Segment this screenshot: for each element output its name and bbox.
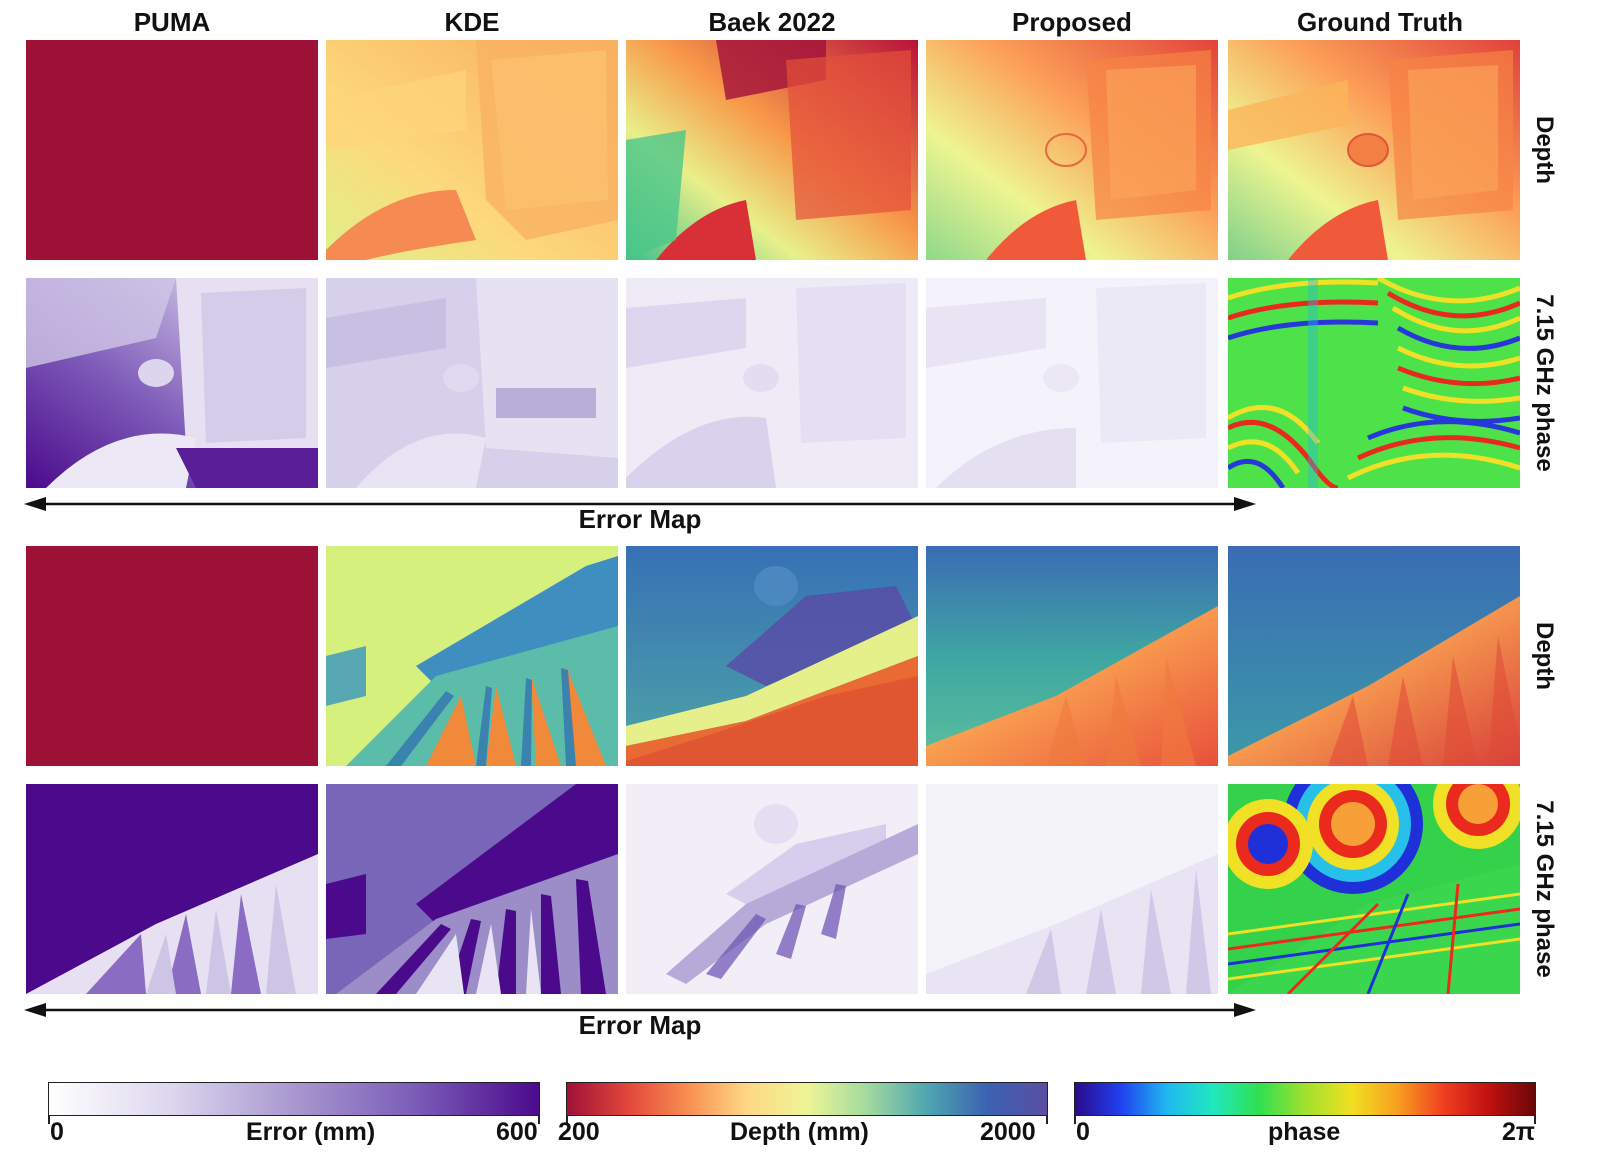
scene2-error-proposed [926,784,1218,994]
scene2-depth-ground-truth [1228,546,1520,766]
scene2-row-label-phase: 7.15 GHz phase [1531,800,1558,978]
column-header-puma: PUMA [133,7,211,37]
error-colorbar-tick-max [538,1116,540,1124]
phase-colorbar-tick-min [1074,1116,1076,1124]
depth-colorbar [566,1082,1048,1116]
column-header-kde: KDE [444,7,500,37]
scene1-phase-ground-truth [1228,278,1520,488]
scene2-depth-proposed [926,546,1218,766]
scene2-depth-kde [326,546,618,766]
error-colorbar-title: Error (mm) [246,1118,376,1146]
error-colorbar-tick-min [48,1116,50,1124]
scene1-row-label-depth: Depth [1531,116,1558,184]
scene1-depth-kde [326,40,618,260]
phase-colorbar-title: phase [1268,1118,1341,1146]
phase-colorbar-min-label: 0 [1076,1118,1090,1146]
scene1-depth-baek-2022 [626,40,918,260]
depth-colorbar-tick-min [566,1116,568,1124]
error-colorbar-max-label: 600 [496,1118,538,1146]
scene1-error-map-label: Error Map [578,504,702,534]
error-colorbar-min-label: 0 [50,1118,64,1146]
depth-colorbar-min-label: 200 [558,1118,600,1146]
scene1-depth-ground-truth [1228,40,1520,260]
scene2-error-baek-2022 [626,784,918,994]
depth-colorbar-max-label: 2000 [980,1118,1036,1146]
scene1-depth-proposed [926,40,1218,260]
column-header-baek-2022: Baek 2022 [708,7,836,37]
phase-colorbar [1074,1082,1536,1116]
scene2-row-label-depth: Depth [1531,622,1558,690]
scene1-error-kde [326,278,618,488]
scene1-depth-puma [26,40,318,260]
phase-colorbar-max-label: 2π [1502,1118,1536,1146]
column-header-ground-truth: Ground Truth [1296,7,1464,37]
phase-colorbar-tick-max [1534,1116,1536,1124]
column-header-proposed: Proposed [1012,7,1132,37]
scene1-row-label-phase: 7.15 GHz phase [1531,294,1558,472]
scene1-error-baek-2022 [626,278,918,488]
scene2-error-kde [326,784,618,994]
scene1-error-proposed [926,278,1218,488]
depth-colorbar-tick-max [1046,1116,1048,1124]
scene2-depth-puma [26,546,318,766]
scene2-phase-ground-truth [1228,784,1520,994]
scene1-error-map-arrow [24,494,1256,514]
scene2-error-puma [26,784,318,994]
scene2-depth-baek-2022 [626,546,918,766]
scene2-error-map-arrow [24,1000,1256,1020]
scene2-error-map-label: Error Map [578,1010,702,1040]
error-colorbar [48,1082,540,1116]
scene1-error-puma [26,278,318,488]
depth-colorbar-title: Depth (mm) [730,1118,869,1146]
